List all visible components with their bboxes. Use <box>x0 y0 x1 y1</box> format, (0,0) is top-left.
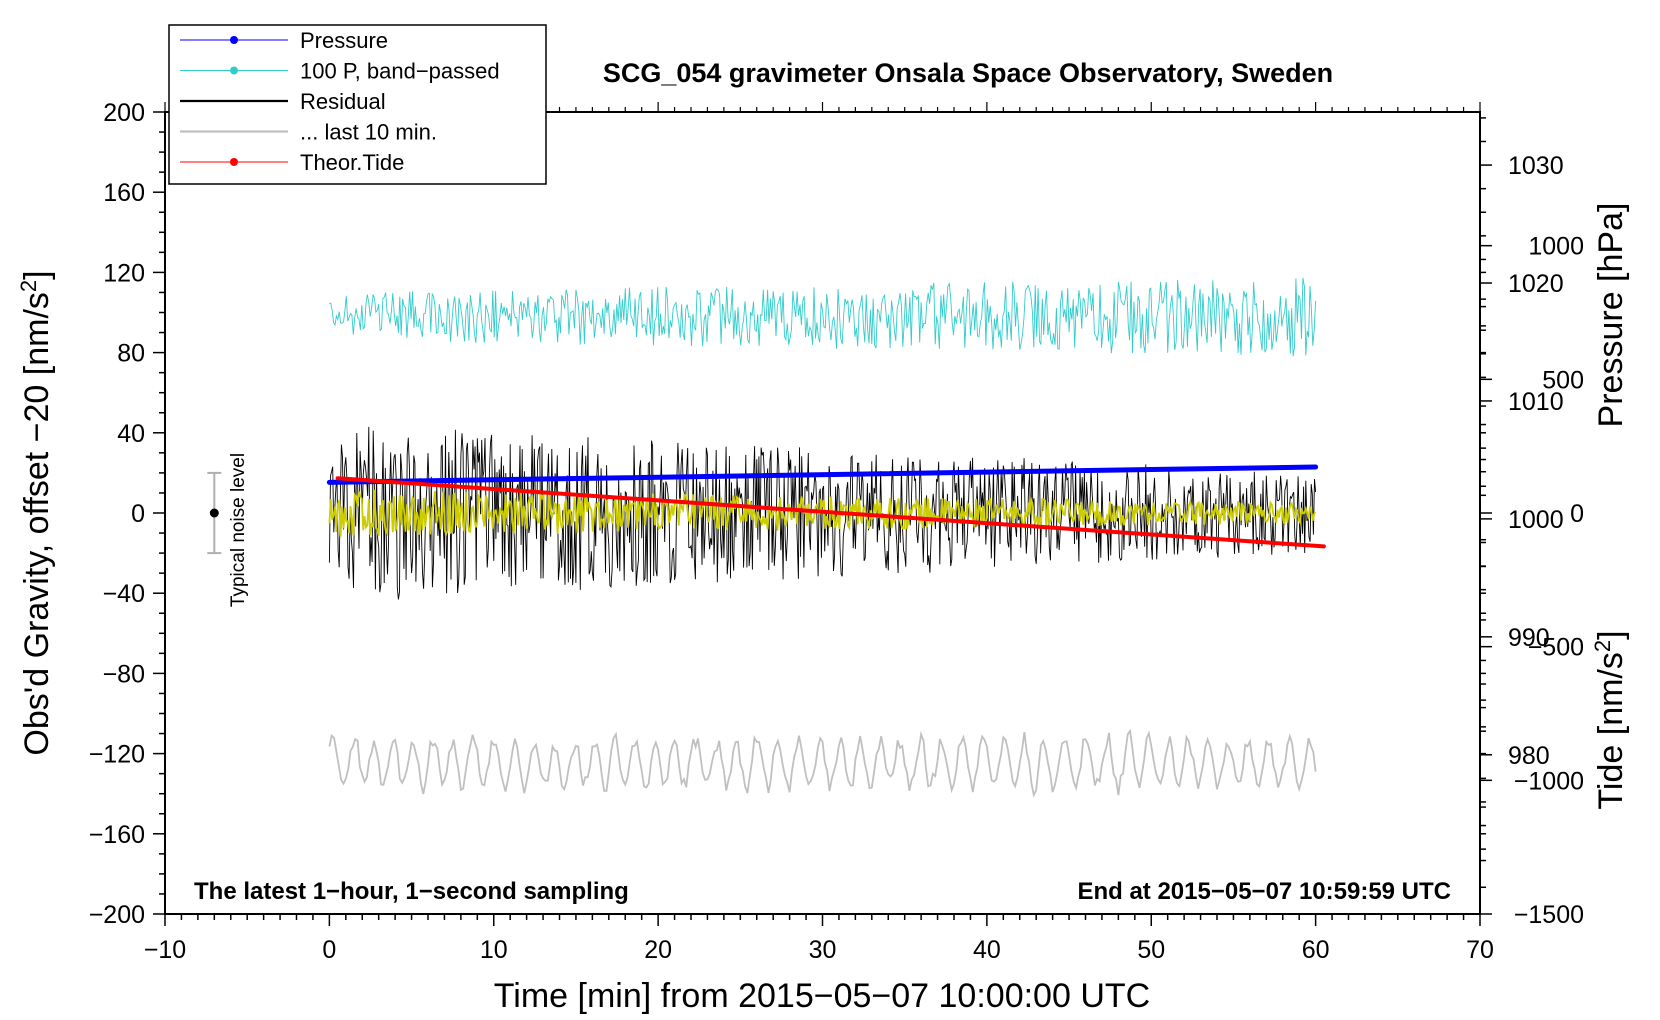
x-tick-label: 0 <box>322 936 336 964</box>
y-left-tick-label: −160 <box>89 821 145 849</box>
y-tide-tick-label: −1500 <box>1514 901 1584 929</box>
legend-swatch-dot <box>230 66 238 75</box>
y-tide-tick-label: 1000 <box>1528 233 1584 261</box>
noise-level-bar <box>207 471 222 555</box>
y-tide-tick-label: −500 <box>1528 634 1584 662</box>
y-axis-left-title: Obs'd Gravity, offset −20 [nm/s2] <box>16 270 56 755</box>
series-residual-smoothed <box>328 489 1317 537</box>
y-left-tick-label: −40 <box>103 580 145 608</box>
legend-label: Pressure <box>300 28 388 53</box>
x-tick-label: 10 <box>480 936 508 964</box>
series-last-10-min <box>328 728 1317 798</box>
series-residual <box>328 426 1317 600</box>
series-pressure <box>326 464 1319 485</box>
x-tick-label: 60 <box>1302 936 1330 964</box>
y-axis-left: 200 160 120 80 40 0 −40 −80 −120 −160 −200 <box>89 99 165 929</box>
y-pressure-tick-label: 980 <box>1508 742 1550 770</box>
x-tick-label: −10 <box>144 936 186 964</box>
y-tide-tick-label: 0 <box>1570 500 1584 528</box>
legend-box <box>168 24 547 185</box>
y-pressure-tick-label: 1030 <box>1508 152 1564 180</box>
x-tick-label: 30 <box>809 936 837 964</box>
y-axis-tide: −1500 −1000 −500 0 500 1000 <box>1480 233 1584 929</box>
y-left-tick-label: −200 <box>89 901 145 929</box>
legend-label: 100 P, band−passed <box>300 59 500 84</box>
y-axis-pressure: 980 990 1000 1010 1020 1030 <box>1480 117 1564 850</box>
y-tide-tick-label: −1000 <box>1514 767 1584 795</box>
x-tick-label: 20 <box>644 936 672 964</box>
y-left-tick-label: 0 <box>131 500 145 528</box>
y-pressure-tick-label: 1000 <box>1508 506 1564 534</box>
x-axis-title: Time [min] from 2015−05−07 10:00:00 UTC <box>494 977 1150 1015</box>
y-left-tick-label: 80 <box>117 340 145 368</box>
y-axis-pressure-title: Pressure [hPa] <box>1592 203 1630 428</box>
y-pressure-tick-label: 1010 <box>1508 388 1564 416</box>
noise-level-label: Typical noise level <box>228 453 249 607</box>
x-tick-label: 70 <box>1466 936 1494 964</box>
legend-label: Theor.Tide <box>300 150 404 175</box>
chart-title: SCG_054 gravimeter Onsala Space Observat… <box>603 58 1333 88</box>
legend-label: ... last 10 min. <box>300 120 437 145</box>
y-pressure-tick-label: 990 <box>1508 624 1550 652</box>
series-layer <box>326 277 1326 798</box>
x-tick-label: 40 <box>973 936 1001 964</box>
annotation-right: End at 2015−05−07 10:59:59 UTC <box>1077 878 1451 905</box>
y-left-tick-label: −80 <box>103 660 145 688</box>
series-theoretical-tide <box>335 476 1326 549</box>
y-left-tick-label: 120 <box>103 259 145 287</box>
y-pressure-tick-label: 1020 <box>1508 270 1564 298</box>
y-left-tick-label: 200 <box>103 99 145 127</box>
legend-swatch-dot <box>230 158 238 166</box>
annotation-left: The latest 1−hour, 1−second sampling <box>194 878 629 905</box>
series-bandpassed-pressure <box>329 277 1317 357</box>
x-axis: −10 0 10 20 30 40 50 60 70 <box>144 102 1494 964</box>
y-left-tick-label: 40 <box>117 420 145 448</box>
legend-label: Residual <box>300 89 386 114</box>
y-axis-tide-title: Tide [nm/s2] <box>1590 630 1630 809</box>
legend: Pressure 100 P, band−passed Residual ... la… <box>168 24 547 185</box>
x-tick-label: 50 <box>1137 936 1165 964</box>
y-left-tick-label: 160 <box>103 179 145 207</box>
noise-bar-center <box>209 508 219 518</box>
y-tide-tick-label: 500 <box>1542 366 1584 394</box>
legend-swatch-dot <box>230 36 238 44</box>
y-left-tick-label: −120 <box>89 741 145 769</box>
